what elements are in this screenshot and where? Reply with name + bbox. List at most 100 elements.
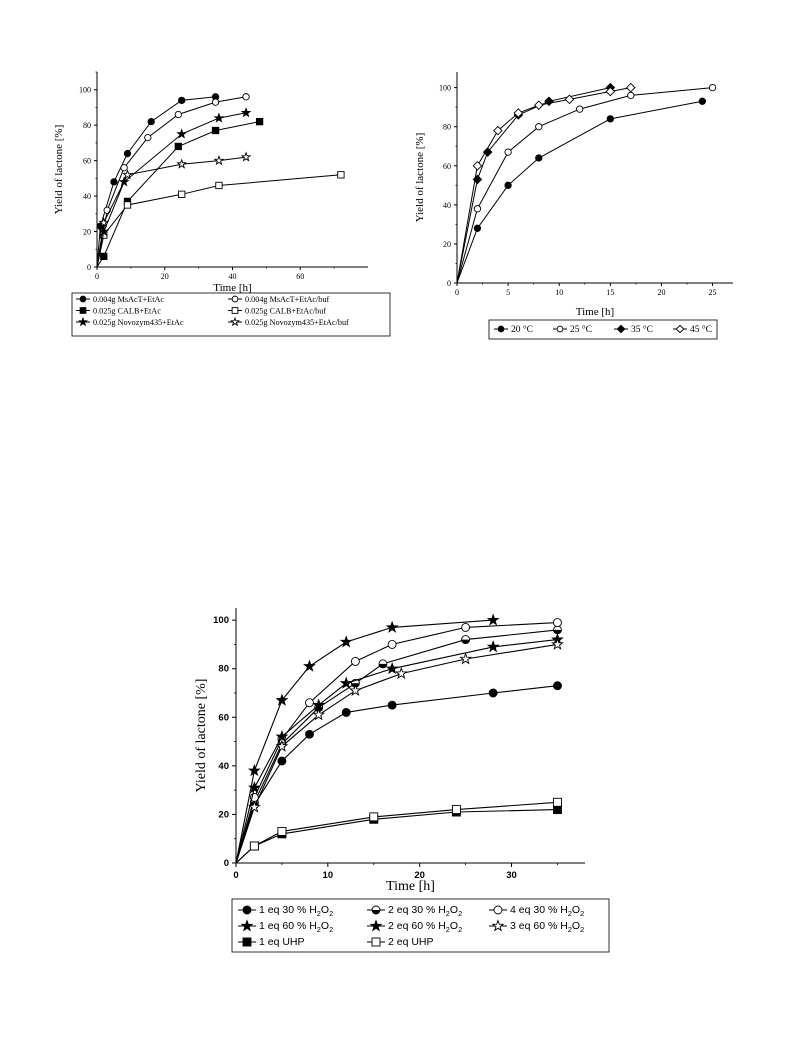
legend-marker: [242, 937, 252, 947]
data-point: [147, 117, 155, 126]
data-point: [535, 123, 543, 131]
data-point: [533, 100, 544, 111]
legend-label: 2 eq UHP: [388, 936, 434, 948]
data-point: [337, 171, 345, 179]
data-point: [305, 698, 314, 708]
data-point: [174, 142, 182, 151]
marker-part: [461, 639, 470, 644]
marker-part: [372, 910, 380, 914]
data-point: [552, 625, 562, 635]
data-point: [213, 154, 225, 166]
data-point: [348, 683, 362, 697]
data-point: [369, 812, 379, 822]
data-point: [242, 93, 250, 101]
legend-item: 35 °C: [614, 324, 653, 335]
y-tick-label: 40: [218, 761, 229, 772]
series-line: [456, 87, 611, 284]
chart-3: 0 20 40 60 80 100 0 10 20 30 Yield of lactone [%] T…: [194, 608, 610, 953]
data-point: [513, 108, 524, 118]
x-tick-label: 25: [709, 288, 717, 297]
series-1: [96, 93, 220, 268]
legend-item: 0.025g CALB+EtAc/buf: [228, 307, 326, 316]
legend-label: 0.025g CALB+EtAc: [93, 307, 161, 316]
legend-marker: [493, 905, 503, 915]
y-tick-label: 80: [443, 123, 451, 132]
data-point: [176, 158, 188, 169]
data-point: [247, 763, 261, 777]
legend-item: 1 eq 30 % H2O2: [238, 904, 333, 918]
data-point: [387, 700, 397, 710]
series-line: [96, 96, 247, 268]
data-point: [211, 98, 220, 106]
y-tick-label: 100: [79, 86, 91, 95]
data-point: [486, 613, 500, 626]
y-tick-label: 60: [443, 162, 451, 171]
legend-marker: [79, 295, 87, 303]
x-tick-label: 20: [414, 870, 425, 881]
x-tick-label: 10: [323, 870, 334, 881]
data-point: [144, 133, 152, 142]
y-tick-label: 60: [218, 712, 229, 723]
data-point: [123, 201, 132, 209]
data-point: [178, 190, 186, 198]
data-point: [473, 205, 482, 213]
y-tick-label: 80: [218, 664, 229, 675]
data-point: [544, 96, 554, 107]
data-point: [552, 805, 562, 815]
legend-box: [488, 319, 718, 340]
series-3: [235, 618, 562, 864]
data-point: [341, 707, 351, 717]
legend-label: 25 °C: [570, 324, 592, 335]
y-tick-label: 60: [83, 157, 91, 166]
data-point: [275, 693, 289, 706]
y-tick-label: 20: [443, 240, 451, 249]
y-axis-label: Yield of lactone [%]: [194, 679, 209, 793]
legend-marker: [675, 324, 685, 334]
data-point: [178, 96, 186, 105]
legend-marker: [371, 937, 381, 947]
data-point: [120, 164, 128, 172]
data-point: [698, 97, 706, 105]
legend-label: 1 eq 60 % H2O2: [259, 920, 333, 934]
data-point: [385, 661, 399, 675]
legend-item: 0.025g CALB+EtAc: [76, 307, 161, 316]
y-tick-label: 40: [83, 192, 91, 201]
series-5: [96, 107, 252, 268]
data-point: [312, 708, 326, 721]
y-tick-label: 40: [443, 201, 451, 210]
legend-marker: [242, 905, 252, 915]
y-tick-label: 0: [447, 279, 451, 288]
chart-1: 0 20 40 60 80 100 0 20 40 60 Yield of lactone [%] T…: [53, 71, 391, 337]
data-point: [110, 178, 118, 186]
legend-item: 3 eq 60 % H2O2: [489, 919, 584, 934]
data-point: [339, 635, 353, 648]
data-point: [472, 160, 483, 171]
x-tick-label: 5: [506, 288, 510, 297]
data-point: [535, 154, 543, 162]
data-point: [350, 656, 360, 666]
data-point: [576, 105, 584, 113]
y-tick-label: 20: [218, 809, 229, 820]
series-line: [235, 622, 558, 864]
data-point: [625, 82, 636, 93]
data-point: [378, 659, 388, 669]
data-point: [98, 217, 110, 228]
data-point: [551, 637, 564, 650]
data-point: [303, 659, 316, 672]
legend-item: 2 eq UHP: [367, 936, 434, 948]
legend-item: 2 eq 30 % H2O2: [367, 904, 462, 918]
data-point: [486, 640, 500, 653]
data-point: [606, 115, 614, 123]
y-tick-label: 20: [83, 228, 91, 237]
data-point: [451, 805, 461, 815]
series-line: [96, 174, 341, 268]
legend-item: 25 °C: [553, 324, 592, 335]
data-point: [339, 676, 353, 689]
legend-item: 0.025g Novozym435+EtAc: [76, 316, 184, 327]
data-point: [708, 83, 717, 92]
series-line: [456, 87, 713, 284]
legend-label: 0.025g Novozym435+EtAc: [93, 318, 184, 327]
legend-label: 0.025g Novozym435+EtAc/buf: [245, 318, 349, 327]
y-axis-label: Yield of lactone [%]: [53, 125, 65, 215]
